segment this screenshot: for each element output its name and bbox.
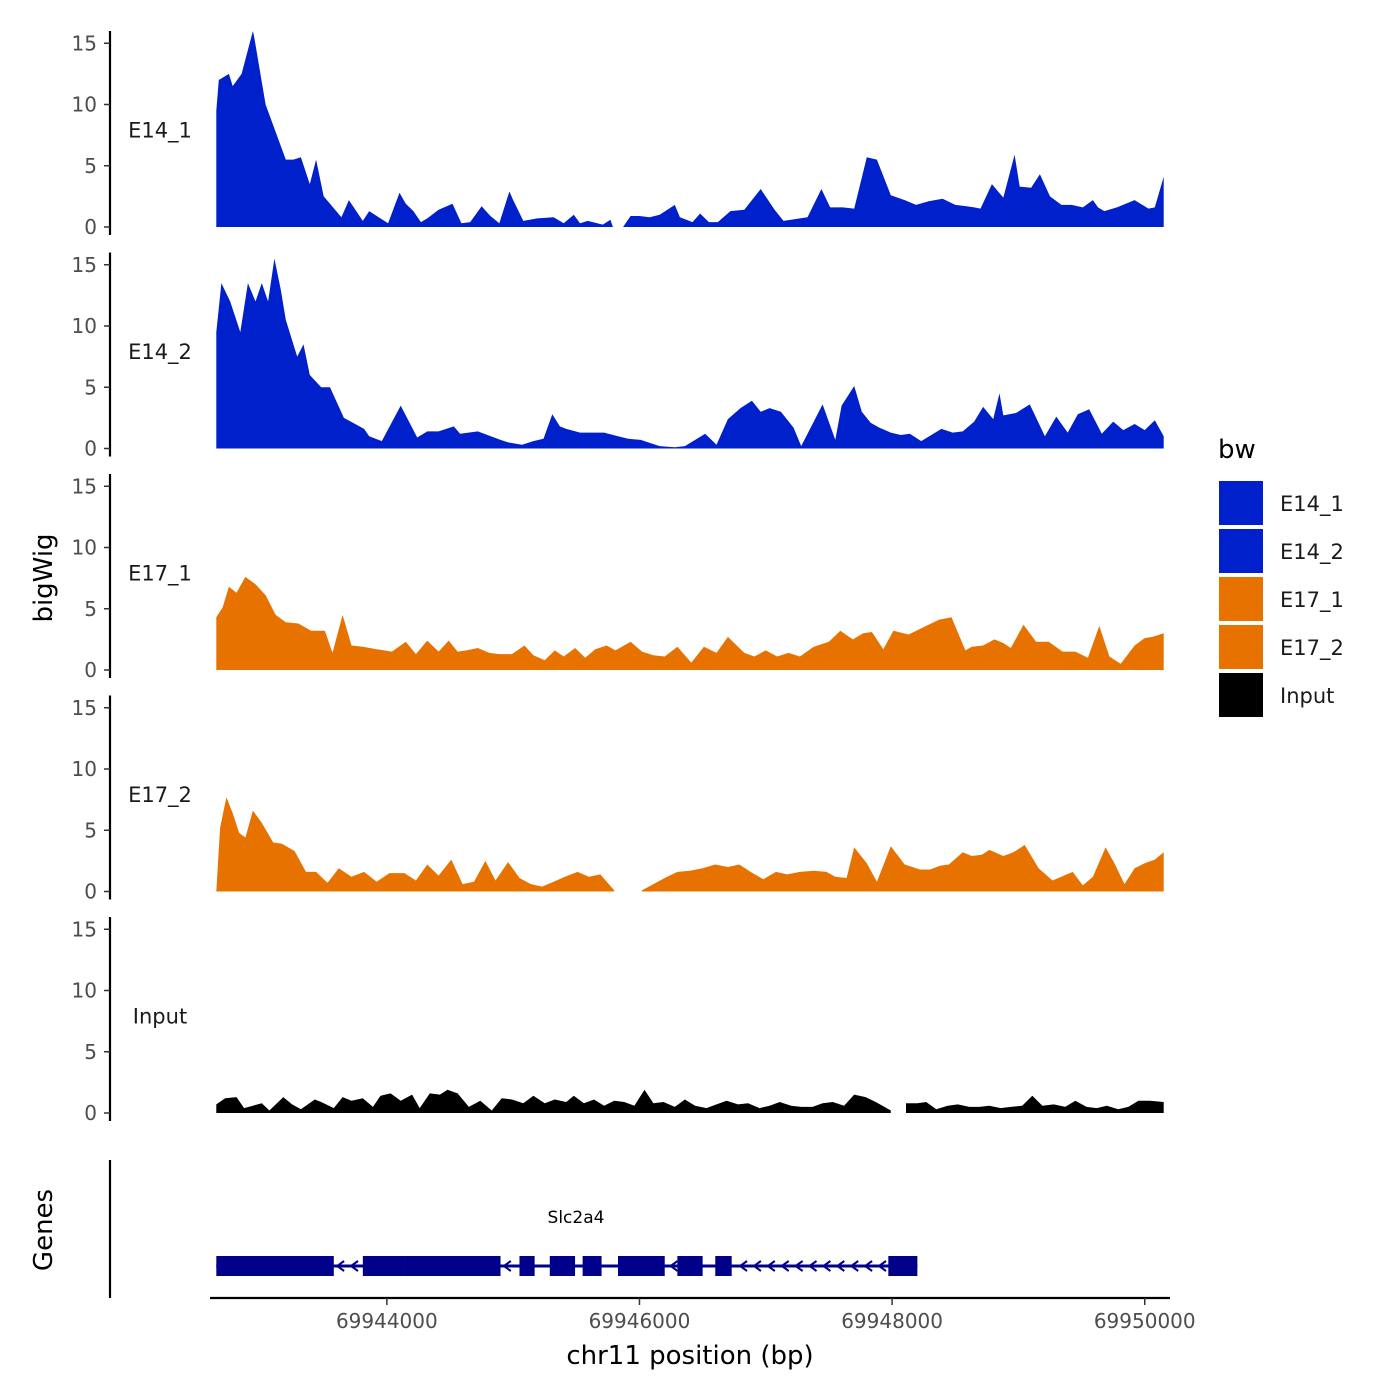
y-axis-title: bigWig bbox=[29, 533, 59, 622]
track-input: 0 5 10 15 Input bbox=[72, 917, 1164, 1125]
track-e17-1: 0 5 10 15 E17_1 bbox=[72, 474, 1164, 682]
gene-exon bbox=[549, 1256, 576, 1276]
strand-arrow bbox=[877, 1260, 887, 1272]
y-tick-label: 15 bbox=[72, 253, 97, 277]
legend-swatch-input bbox=[1219, 673, 1263, 717]
y-tick-label: 0 bbox=[84, 215, 97, 239]
y-tick-label: 15 bbox=[72, 31, 97, 55]
y-tick-label: 10 bbox=[72, 979, 97, 1003]
gene-exon bbox=[216, 1256, 334, 1276]
legend-label-e14-2: E14_2 bbox=[1280, 540, 1344, 565]
gene-name-label: Slc2a4 bbox=[548, 1208, 605, 1228]
gene-exon bbox=[677, 1256, 703, 1276]
y-tick-label: 0 bbox=[84, 880, 97, 904]
strand-arrow bbox=[668, 1260, 679, 1272]
strand-arrow bbox=[349, 1260, 359, 1272]
x-tick-label: 69950000 bbox=[1094, 1309, 1196, 1333]
legend-label-e17-2: E17_2 bbox=[1280, 636, 1344, 661]
strand-arrow bbox=[780, 1260, 790, 1272]
strand-arrow bbox=[502, 1260, 512, 1272]
strand-arrow bbox=[863, 1260, 873, 1272]
y-tick-label: 15 bbox=[72, 917, 97, 941]
gene-exon bbox=[362, 1256, 405, 1276]
y-tick-label: 5 bbox=[84, 818, 97, 842]
coverage-area-e17-2 bbox=[216, 797, 615, 892]
y-tick-label: 15 bbox=[72, 696, 97, 720]
y-tick-label: 5 bbox=[84, 154, 97, 178]
coverage-area-e14-1 bbox=[623, 154, 1164, 227]
track-label: E17_1 bbox=[128, 562, 192, 587]
x-tick-label: 69944000 bbox=[336, 1309, 438, 1333]
legend-label-input: Input bbox=[1280, 684, 1334, 708]
legend-title: bw bbox=[1218, 435, 1256, 465]
legend: bw E14_1 E14_2 E17_1 E17_2 Input bbox=[1218, 435, 1344, 717]
coverage-area-e14-1 bbox=[216, 31, 613, 227]
y-tick-label: 5 bbox=[84, 375, 97, 399]
coverage-area-input bbox=[906, 1095, 1164, 1113]
track-label: Input bbox=[133, 1005, 187, 1029]
legend-label-e14-1: E14_1 bbox=[1280, 492, 1344, 517]
y-tick-label: 15 bbox=[72, 474, 97, 498]
legend-label-e17-1: E17_1 bbox=[1280, 588, 1344, 613]
strand-arrow bbox=[835, 1260, 845, 1272]
tracks-layer: 0 5 10 15 E14_1 0 5 10 15 E14_2 0 5 10 15 E17_1 0 5 10 15 E… bbox=[72, 31, 1164, 1125]
y-tick-label: 10 bbox=[72, 536, 97, 560]
coverage-area-e17-1 bbox=[216, 576, 1164, 670]
gene-exon bbox=[404, 1256, 501, 1276]
y-tick-label: 5 bbox=[84, 597, 97, 621]
strand-arrow bbox=[738, 1260, 748, 1272]
track-e14-2: 0 5 10 15 E14_2 bbox=[72, 252, 1164, 461]
y-tick-label: 10 bbox=[72, 314, 97, 338]
gene-exon bbox=[582, 1256, 602, 1276]
track-label: E17_2 bbox=[128, 783, 192, 808]
x-axis: 69944000 69946000 69948000 69950000 bbox=[210, 1296, 1196, 1333]
strand-arrow bbox=[807, 1260, 818, 1272]
y-tick-label: 0 bbox=[84, 1101, 97, 1125]
gene-exon bbox=[618, 1256, 665, 1276]
x-tick-label: 69948000 bbox=[841, 1309, 943, 1333]
gene-exon bbox=[519, 1256, 535, 1276]
strand-arrow bbox=[335, 1260, 345, 1272]
x-tick-label: 69946000 bbox=[589, 1309, 691, 1333]
y-tick-label: 0 bbox=[84, 437, 97, 461]
gene-exon bbox=[715, 1256, 732, 1276]
coverage-area-e17-2 bbox=[642, 845, 1164, 892]
y-tick-label: 10 bbox=[72, 757, 97, 781]
y-tick-label: 0 bbox=[84, 658, 97, 682]
strand-arrow bbox=[752, 1260, 762, 1272]
legend-swatch-e17-1 bbox=[1219, 577, 1263, 621]
genes-axis-title: Genes bbox=[29, 1189, 59, 1271]
y-tick-label: 5 bbox=[84, 1040, 97, 1064]
gene-panel: Slc2a4 bbox=[108, 1160, 918, 1298]
y-tick-label: 10 bbox=[72, 93, 97, 117]
x-axis-title: chr11 position (bp) bbox=[566, 1341, 813, 1371]
coverage-area-e14-2 bbox=[216, 258, 1164, 449]
legend-swatch-e14-1 bbox=[1219, 481, 1263, 525]
legend-swatch-e17-2 bbox=[1219, 625, 1263, 669]
strand-arrow bbox=[821, 1260, 832, 1272]
strand-arrow bbox=[793, 1260, 804, 1272]
track-e17-2: 0 5 10 15 E17_2 bbox=[72, 695, 1164, 904]
track-label: E14_2 bbox=[128, 340, 192, 365]
coverage-area-input bbox=[216, 1089, 891, 1113]
strand-arrow bbox=[849, 1260, 859, 1272]
gene-exon bbox=[888, 1256, 918, 1276]
track-label: E14_1 bbox=[128, 119, 192, 144]
strand-arrow bbox=[766, 1260, 776, 1272]
legend-swatch-e14-2 bbox=[1219, 529, 1263, 573]
track-e14-1: 0 5 10 15 E14_1 bbox=[72, 31, 1164, 239]
